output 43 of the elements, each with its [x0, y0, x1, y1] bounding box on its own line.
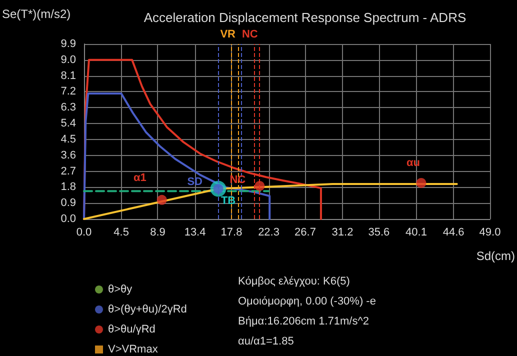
text: Κόμβος ελέγχου: Κ6(5)	[238, 276, 350, 288]
annotation: αu	[406, 156, 420, 169]
ref-line-label: VR	[220, 28, 236, 40]
y-tick-label: 2.7	[60, 165, 76, 178]
text: Ομοιόμορφη, 0.00 (-30%) -e	[238, 296, 376, 308]
y-tick-label: 5.4	[60, 118, 76, 130]
y-tick-label: 0.0	[60, 213, 76, 225]
text: Βήμα:16.206cm 1.71m/s^2	[238, 316, 369, 328]
x-tick-label: 17.8	[220, 226, 242, 238]
x-tick-label: 35.6	[368, 226, 390, 238]
point	[416, 178, 426, 188]
x-tick-label: 44.6	[442, 226, 464, 238]
x-tick-label: 49.0	[479, 226, 501, 238]
x-tick-label: 8.9	[150, 226, 166, 238]
y-tick-label: 8.1	[60, 70, 76, 82]
x-tick-label: 26.7	[294, 226, 316, 238]
point	[254, 180, 265, 191]
legend-label: θ>θu/γRd	[108, 324, 156, 336]
chart-title: Acceleration Displacement Response Spectrum - ADRS	[144, 10, 466, 25]
annotation: NC	[230, 174, 246, 186]
y-tick-label: 4.5	[60, 133, 76, 146]
y-tick-label: 1.8	[60, 181, 76, 194]
point	[156, 194, 167, 205]
x-axis-title: Sd(cm)	[476, 249, 516, 263]
y-tick-label: 3.6	[60, 149, 76, 162]
text: αu/α1=1.85	[238, 336, 294, 348]
y-tick-label: 0.9	[60, 197, 76, 210]
x-tick-label: 0.0	[76, 226, 92, 238]
x-tick-label: 4.5	[114, 226, 129, 238]
y-axis-title: Se(T*)(m/s2)	[2, 7, 71, 21]
y-tick-label: 6.3	[60, 102, 76, 114]
ref-line-label: NC	[242, 28, 258, 40]
y-tick-label: 9.0	[60, 54, 76, 66]
legend-label: V>VRmax	[108, 344, 158, 356]
legend-label: θ>θy	[108, 284, 133, 296]
legend-label: θ>(θy+θu)/2γRd	[108, 304, 187, 316]
x-tick-label: 40.1	[406, 226, 427, 238]
annotation: α1	[133, 172, 146, 184]
x-tick-label: 31.2	[332, 226, 354, 238]
y-tick-label: 7.2	[60, 86, 76, 98]
x-tick-label: 13.4	[184, 226, 206, 238]
y-tick-label: 9.9	[60, 38, 76, 50]
x-tick-label: 22.3	[258, 226, 280, 238]
